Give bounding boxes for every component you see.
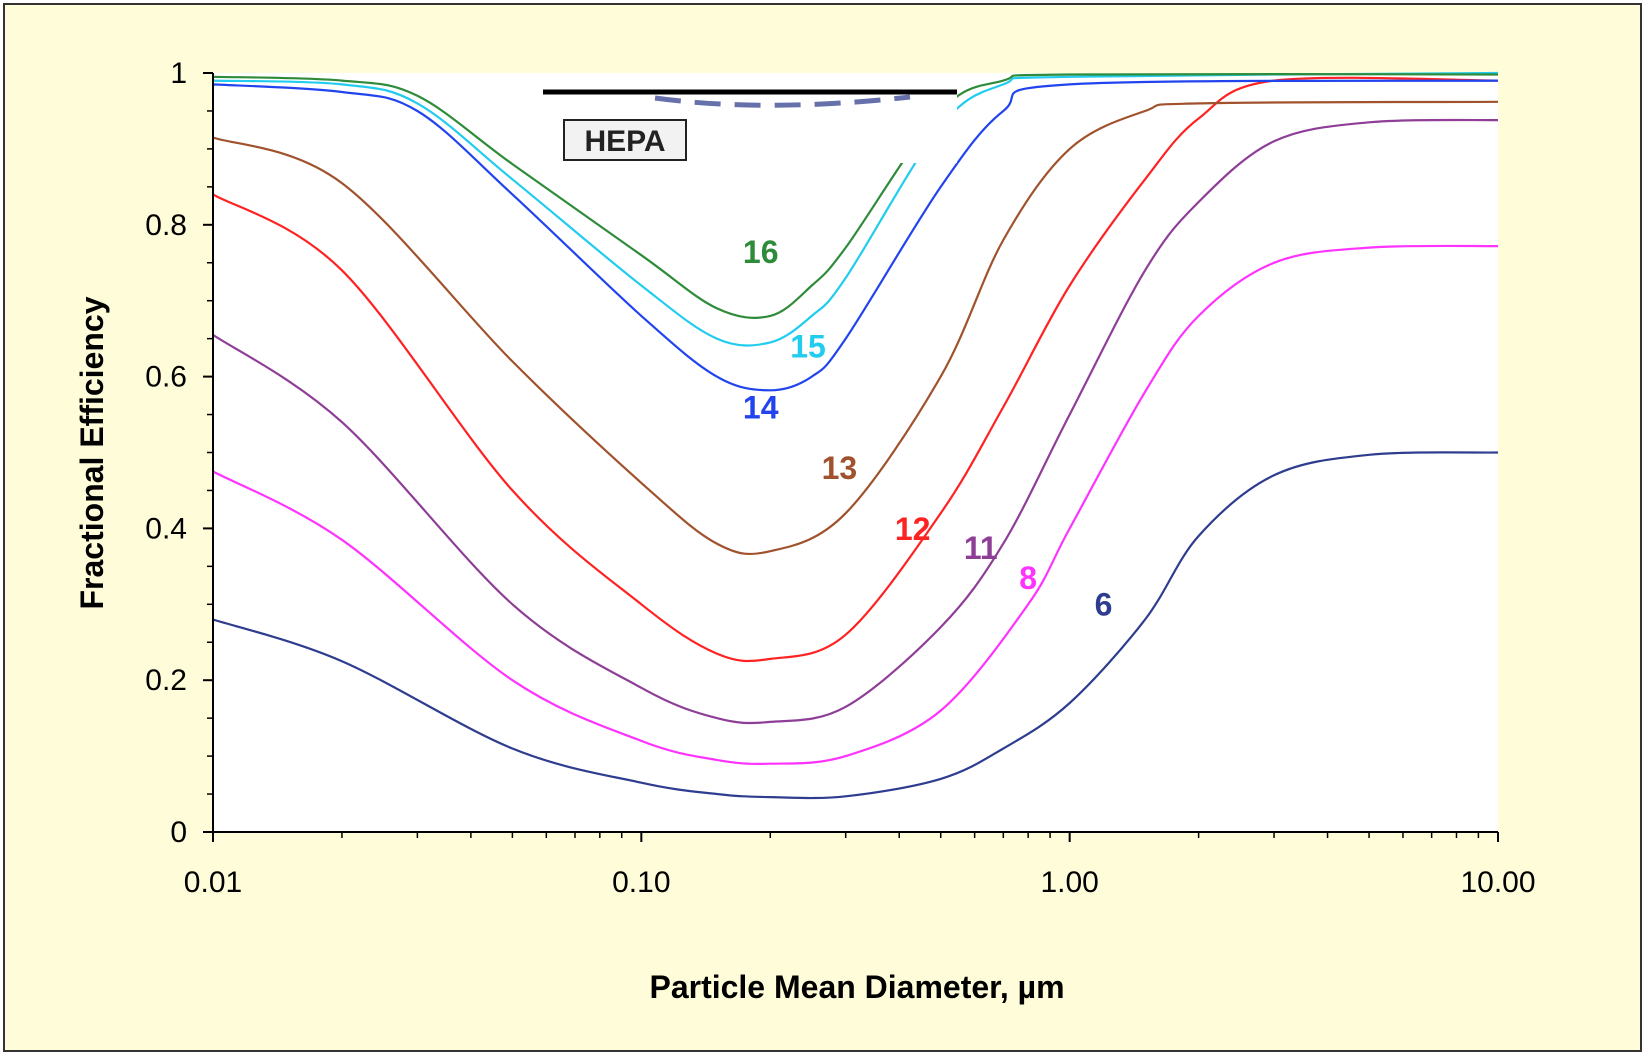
- series-line-12: [212, 76, 1499, 663]
- series-line-15: [212, 71, 1499, 347]
- series-line-16: [212, 72, 1499, 319]
- legend-label: HEPA: [584, 125, 665, 158]
- series-line-11: [212, 118, 1499, 725]
- curve-label-11: 11: [964, 530, 998, 566]
- y-tick-label: 0.8: [145, 209, 187, 242]
- curve-label-14: 14: [743, 389, 779, 425]
- y-tick-label: 0: [170, 816, 187, 849]
- curve-label-15: 15: [790, 329, 826, 365]
- legend-label-box: [563, 119, 687, 161]
- y-tick-label: 0.4: [145, 512, 187, 545]
- x-tick-label: 10.00: [1460, 866, 1535, 899]
- series-line-6: [212, 451, 1499, 800]
- curve-label-6: 6: [1095, 587, 1113, 623]
- efficiency-curves: [212, 71, 1499, 800]
- efficiency-chart: HEPA 00.20.40.60.810.01 0.10 1.00 10.00 681…: [74, 57, 1536, 1005]
- y-tick-label: 0.2: [145, 664, 187, 697]
- legend-dashed-line: [654, 94, 911, 108]
- curve-label-8: 8: [1019, 560, 1037, 596]
- curve-label-13: 13: [822, 450, 858, 486]
- curve-label-12: 12: [895, 511, 931, 547]
- series-line-13: [212, 100, 1499, 556]
- x-tick-label: 0.01: [184, 866, 242, 899]
- curve-label-16: 16: [743, 234, 779, 270]
- y-tick-label: 0.6: [145, 361, 187, 394]
- x-tick-label: 1.00: [1040, 866, 1098, 899]
- hepa-legend: HEPA: [541, 75, 957, 163]
- curve-labels: 6 8 11 12 13 14 15 16: [743, 234, 1113, 623]
- y-tick-label: 1: [170, 57, 187, 90]
- series-line-14: [212, 79, 1499, 392]
- x-axis-title: Particle Mean Diameter, µm: [649, 969, 1064, 1005]
- y-axis-title: Fractional Efficiency: [74, 296, 110, 609]
- axes: 0 0.2 0.4 0.6 0.8 1 0.01 0.10 1.00 10.00: [145, 57, 1535, 899]
- x-tick-label: 0.10: [612, 866, 670, 899]
- series-line-8: [212, 244, 1499, 765]
